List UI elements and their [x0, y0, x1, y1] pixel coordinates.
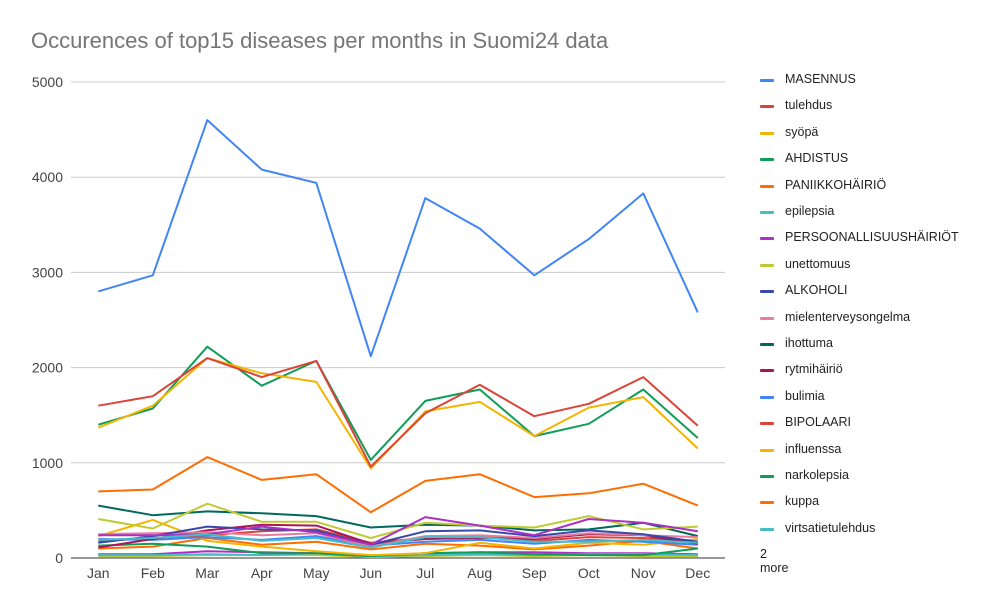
y-tick-label: 1000 — [32, 455, 63, 471]
legend-label: bulimia — [785, 388, 825, 403]
series-line — [98, 537, 698, 551]
legend-swatch — [760, 475, 774, 478]
series-line — [98, 345, 699, 461]
x-axis-labels: Jan Feb Mar Apr May Jun Jul Aug Sep Oct Nov Dec — [87, 565, 710, 581]
legend-swatch — [760, 211, 774, 214]
x-tick-label: Jul — [416, 565, 434, 581]
chart-title: Occurences of top15 diseases per months … — [31, 28, 609, 53]
x-tick-label: Feb — [141, 565, 165, 581]
legend-label: kuppa — [785, 494, 820, 509]
y-tick-label: 0 — [55, 550, 63, 566]
x-tick-label: Jun — [359, 565, 382, 581]
series-line — [98, 456, 699, 514]
legend-label: influenssa — [785, 441, 842, 456]
series-line — [97, 357, 699, 470]
x-tick-label: Aug — [467, 565, 492, 581]
legend-label: ALKOHOLI — [785, 283, 848, 298]
series-line — [98, 119, 699, 358]
legend-label: AHDISTUS — [785, 151, 849, 166]
legend-more-link[interactable]: 2 more — [760, 547, 789, 576]
series-lines — [97, 119, 699, 558]
legend-label: mielenterveysongelma — [785, 309, 911, 324]
y-axis-labels: 0 1000 2000 3000 4000 5000 — [32, 74, 63, 566]
legend-swatch — [760, 237, 774, 241]
y-tick-label: 4000 — [32, 169, 63, 185]
legend-swatch — [760, 395, 774, 399]
legend-label: BIPOLAARI — [785, 415, 851, 430]
x-tick-label: Oct — [578, 565, 600, 581]
legend-swatch — [760, 79, 774, 82]
x-tick-label: May — [303, 565, 329, 581]
legend-swatch — [760, 343, 774, 346]
legend-swatch — [760, 290, 774, 294]
legend-label: rytmihäiriö — [785, 362, 843, 377]
y-tick-label: 5000 — [32, 74, 63, 90]
legend-label: PERSOONALLISUUSHÄIRIÖT — [785, 230, 959, 245]
y-tick-label: 2000 — [32, 360, 63, 376]
legend-label: tulehdus — [785, 98, 833, 113]
series-line — [98, 533, 698, 549]
legend-label: PANIIKKOHÄIRIÖ — [785, 177, 887, 192]
series-line — [98, 535, 698, 547]
legend-label: MASENNUS — [785, 72, 856, 86]
legend-swatch — [760, 422, 774, 426]
legend-label: epilepsia — [785, 204, 835, 218]
series-line — [98, 525, 698, 546]
x-tick-label: Mar — [195, 565, 219, 581]
legend-label: unettomuus — [785, 256, 851, 271]
x-tick-label: Dec — [685, 565, 710, 581]
y-tick-label: 3000 — [32, 264, 63, 280]
x-tick-label: Jan — [87, 565, 110, 581]
series-line — [98, 357, 699, 468]
x-tick-label: Sep — [522, 565, 547, 581]
legend-swatch — [760, 131, 774, 135]
x-tick-label: Apr — [251, 565, 273, 581]
gridlines — [71, 81, 725, 559]
legend-swatch — [760, 501, 774, 505]
legend-label: syöpä — [785, 124, 819, 139]
legend-swatch — [760, 263, 774, 267]
series-line — [98, 504, 699, 538]
legend-swatch — [760, 369, 774, 373]
legend-label: ihottuma — [785, 336, 833, 350]
legend-swatch — [760, 105, 774, 109]
legend-swatch — [760, 448, 774, 452]
legend-swatch — [760, 527, 774, 531]
legend-label: virtsatietulehdus — [785, 520, 876, 535]
legend-label: narkolepsia — [785, 468, 849, 482]
legend-swatch — [760, 316, 774, 320]
x-tick-label: Nov — [631, 565, 656, 581]
legend-swatch — [760, 184, 774, 188]
legend-swatch — [760, 158, 774, 162]
